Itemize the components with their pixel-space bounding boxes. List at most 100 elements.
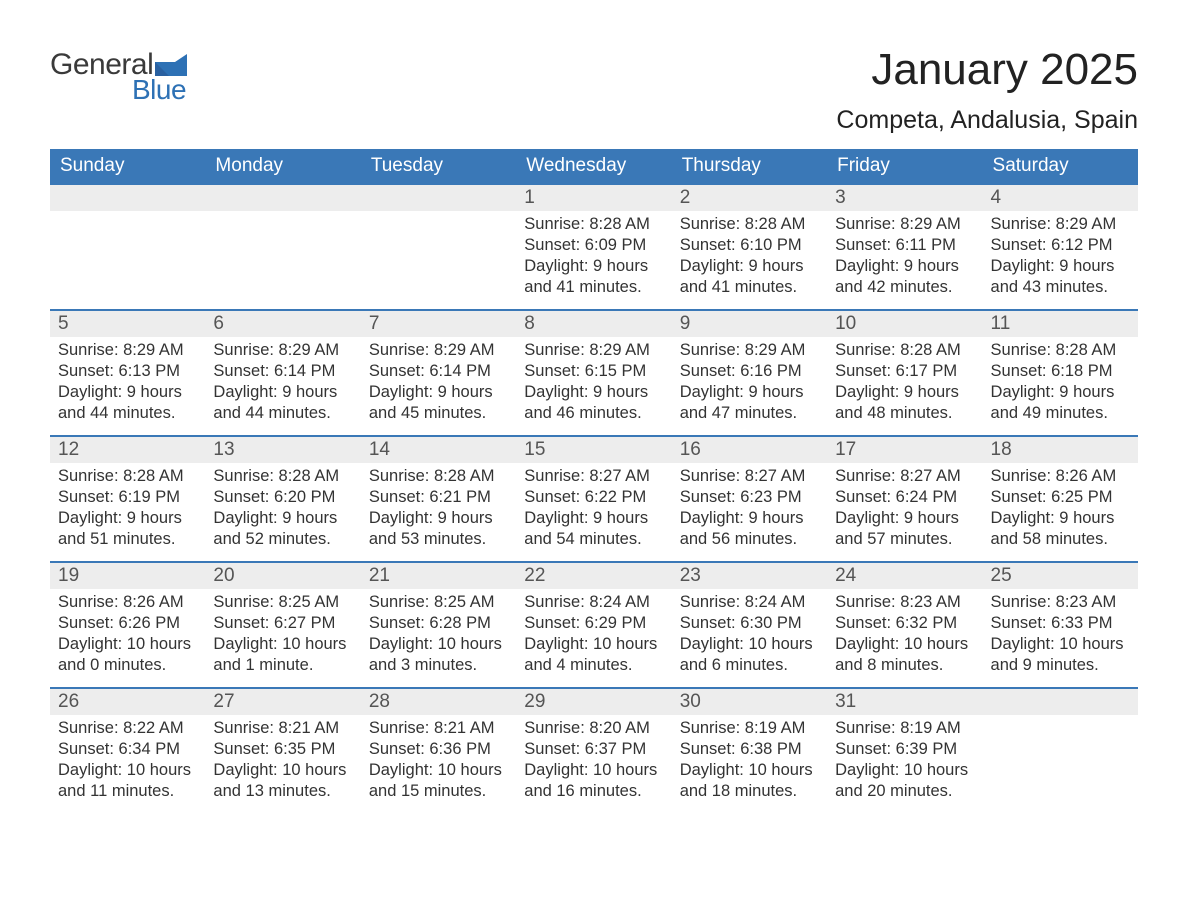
day-detail-line: and 58 minutes. xyxy=(991,529,1130,550)
day-detail-line: and 49 minutes. xyxy=(991,403,1130,424)
day-details: Sunrise: 8:29 AMSunset: 6:14 PMDaylight:… xyxy=(361,337,516,430)
day-detail-line: Sunrise: 8:25 AM xyxy=(369,592,508,613)
day-detail-line: Daylight: 9 hours xyxy=(835,382,974,403)
calendar-day-cell xyxy=(50,184,205,310)
day-detail-line: Daylight: 10 hours xyxy=(369,634,508,655)
day-number: 10 xyxy=(827,311,982,337)
day-number: 27 xyxy=(205,689,360,715)
day-detail-line: and 57 minutes. xyxy=(835,529,974,550)
calendar-day-cell: 21 Sunrise: 8:25 AMSunset: 6:28 PMDayligh… xyxy=(361,562,516,688)
day-detail-line: and 41 minutes. xyxy=(524,277,663,298)
calendar-page: General Blue January 2025 Competa, Andal… xyxy=(0,0,1188,853)
day-detail-line: Daylight: 9 hours xyxy=(680,382,819,403)
day-detail-line: and 44 minutes. xyxy=(213,403,352,424)
day-details: Sunrise: 8:29 AMSunset: 6:12 PMDaylight:… xyxy=(983,211,1138,304)
title-block: January 2025 Competa, Andalusia, Spain xyxy=(836,48,1138,135)
day-detail-line: and 41 minutes. xyxy=(680,277,819,298)
day-detail-line: Sunrise: 8:29 AM xyxy=(369,340,508,361)
calendar-day-cell: 18Sunrise: 8:26 AMSunset: 6:25 PMDayligh… xyxy=(983,436,1138,562)
day-detail-line: and 4 minutes. xyxy=(524,655,663,676)
day-detail-line: Sunset: 6:33 PM xyxy=(991,613,1130,634)
day-detail-line: Sunrise: 8:26 AM xyxy=(991,466,1130,487)
day-detail-line: Sunset: 6:11 PM xyxy=(835,235,974,256)
day-number: 8 xyxy=(516,311,671,337)
day-detail-line: Sunrise: 8:26 AM xyxy=(58,592,197,613)
calendar-day-cell: 25Sunrise: 8:23 AMSunset: 6:33 PMDayligh… xyxy=(983,562,1138,688)
day-detail-line: Sunset: 6:13 PM xyxy=(58,361,197,382)
day-number: 19 xyxy=(50,563,205,589)
calendar-day-cell: 13Sunrise: 8:28 AMSunset: 6:20 PMDayligh… xyxy=(205,436,360,562)
day-number: 22 xyxy=(516,563,671,589)
day-detail-line: Daylight: 10 hours xyxy=(58,634,197,655)
logo: General Blue xyxy=(50,48,187,106)
day-detail-line: Daylight: 9 hours xyxy=(58,382,197,403)
day-number: 2 xyxy=(672,185,827,211)
day-detail-line: Sunrise: 8:27 AM xyxy=(835,466,974,487)
day-detail-line: Sunset: 6:28 PM xyxy=(369,613,508,634)
calendar-day-cell: 22Sunrise: 8:24 AMSunset: 6:29 PMDayligh… xyxy=(516,562,671,688)
day-detail-line: Sunset: 6:27 PM xyxy=(213,613,352,634)
calendar-day-cell: 16Sunrise: 8:27 AMSunset: 6:23 PMDayligh… xyxy=(672,436,827,562)
day-number: 9 xyxy=(672,311,827,337)
day-detail-line: Sunset: 6:20 PM xyxy=(213,487,352,508)
weekday-header: Thursday xyxy=(672,149,827,184)
day-details: Sunrise: 8:23 AMSunset: 6:33 PMDaylight:… xyxy=(983,589,1138,682)
day-details: Sunrise: 8:28 AMSunset: 6:17 PMDaylight:… xyxy=(827,337,982,430)
day-detail-line: Sunrise: 8:21 AM xyxy=(369,718,508,739)
day-detail-line: Daylight: 10 hours xyxy=(58,760,197,781)
day-details: Sunrise: 8:27 AMSunset: 6:23 PMDaylight:… xyxy=(672,463,827,556)
day-number: 31 xyxy=(827,689,982,715)
day-detail-line: Sunrise: 8:29 AM xyxy=(58,340,197,361)
calendar-day-cell: 24Sunrise: 8:23 AMSunset: 6:32 PMDayligh… xyxy=(827,562,982,688)
day-detail-line: and 42 minutes. xyxy=(835,277,974,298)
calendar-day-cell: 19Sunrise: 8:26 AMSunset: 6:26 PMDayligh… xyxy=(50,562,205,688)
day-detail-line: and 54 minutes. xyxy=(524,529,663,550)
calendar-day-cell: 1Sunrise: 8:28 AMSunset: 6:09 PMDaylight… xyxy=(516,184,671,310)
day-detail-line: and 52 minutes. xyxy=(213,529,352,550)
day-detail-line: Sunset: 6:35 PM xyxy=(213,739,352,760)
day-detail-line: and 18 minutes. xyxy=(680,781,819,802)
calendar-day-cell: 15Sunrise: 8:27 AMSunset: 6:22 PMDayligh… xyxy=(516,436,671,562)
day-detail-line: Daylight: 9 hours xyxy=(835,508,974,529)
day-details: Sunrise: 8:21 AMSunset: 6:36 PMDaylight:… xyxy=(361,715,516,808)
day-detail-line: Sunrise: 8:29 AM xyxy=(680,340,819,361)
day-detail-line: Sunset: 6:38 PM xyxy=(680,739,819,760)
day-detail-line: Sunset: 6:14 PM xyxy=(213,361,352,382)
calendar-day-cell: 4Sunrise: 8:29 AMSunset: 6:12 PMDaylight… xyxy=(983,184,1138,310)
day-detail-line: Daylight: 10 hours xyxy=(524,760,663,781)
day-detail-line: and 16 minutes. xyxy=(524,781,663,802)
day-detail-line: Daylight: 10 hours xyxy=(680,634,819,655)
day-details: Sunrise: 8:22 AMSunset: 6:34 PMDaylight:… xyxy=(50,715,205,808)
day-number: 7 xyxy=(361,311,516,337)
day-number: 14 xyxy=(361,437,516,463)
day-number: 6 xyxy=(205,311,360,337)
day-detail-line: Sunrise: 8:21 AM xyxy=(213,718,352,739)
day-details: Sunrise: 8:28 AMSunset: 6:18 PMDaylight:… xyxy=(983,337,1138,430)
calendar-day-cell: 8Sunrise: 8:29 AMSunset: 6:15 PMDaylight… xyxy=(516,310,671,436)
location-subtitle: Competa, Andalusia, Spain xyxy=(836,106,1138,135)
day-details: Sunrise: 8:24 AMSunset: 6:29 PMDaylight:… xyxy=(516,589,671,682)
day-detail-line: and 1 minute. xyxy=(213,655,352,676)
day-details: Sunrise: 8:28 AMSunset: 6:09 PMDaylight:… xyxy=(516,211,671,304)
flag-icon xyxy=(155,54,187,76)
calendar-day-cell: 27Sunrise: 8:21 AMSunset: 6:35 PMDayligh… xyxy=(205,688,360,813)
day-detail-line: and 46 minutes. xyxy=(524,403,663,424)
day-detail-line: Sunrise: 8:28 AM xyxy=(58,466,197,487)
day-detail-line: Daylight: 9 hours xyxy=(835,256,974,277)
calendar-day-cell: 7Sunrise: 8:29 AMSunset: 6:14 PMDaylight… xyxy=(361,310,516,436)
weekday-header: Tuesday xyxy=(361,149,516,184)
day-number: 21 xyxy=(361,563,516,589)
empty-day-header xyxy=(361,185,516,211)
day-detail-line: Daylight: 9 hours xyxy=(680,508,819,529)
page-title: January 2025 xyxy=(836,48,1138,92)
calendar-week-row: 26Sunrise: 8:22 AMSunset: 6:34 PMDayligh… xyxy=(50,688,1138,813)
day-detail-line: Sunset: 6:12 PM xyxy=(991,235,1130,256)
day-detail-line: Sunset: 6:23 PM xyxy=(680,487,819,508)
day-detail-line: Sunset: 6:24 PM xyxy=(835,487,974,508)
day-detail-line: Sunset: 6:30 PM xyxy=(680,613,819,634)
day-detail-line: Sunrise: 8:19 AM xyxy=(835,718,974,739)
day-detail-line: Daylight: 10 hours xyxy=(835,634,974,655)
day-detail-line: Sunrise: 8:28 AM xyxy=(835,340,974,361)
day-detail-line: Sunset: 6:14 PM xyxy=(369,361,508,382)
day-number: 11 xyxy=(983,311,1138,337)
